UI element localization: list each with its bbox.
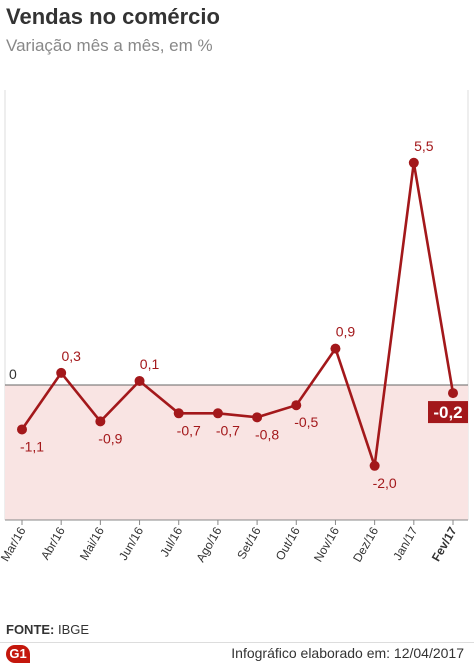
footer-divider	[0, 642, 474, 643]
x-tick-label: Set/16	[234, 524, 264, 561]
x-tick-label: Out/16	[273, 524, 303, 562]
g1-logo: G1	[6, 645, 30, 663]
source-line: FONTE: IBGE	[6, 622, 89, 637]
data-label: -2,0	[373, 475, 397, 491]
zero-tick-label: 0	[9, 366, 17, 382]
data-point	[95, 416, 106, 427]
x-tick-label: Jul/16	[157, 524, 185, 559]
series-line	[20, 162, 455, 467]
x-tick-label: Jun/16	[116, 524, 146, 562]
source-value: IBGE	[58, 622, 90, 637]
x-tick-label: Mai/16	[77, 524, 107, 562]
x-tick-label: Mar/16	[0, 524, 29, 564]
data-point	[369, 460, 380, 471]
data-label: -0,7	[216, 422, 240, 438]
data-label: -0,9	[98, 430, 122, 446]
data-point	[173, 408, 184, 419]
line-chart: 0 -1,1 Mar/16 0,3 Abr/16 -0,9 Mai/16 0,1 Jun/16 -…	[0, 90, 469, 564]
data-label: -0,2	[433, 403, 462, 422]
data-label: -0,7	[177, 422, 201, 438]
data-point	[212, 408, 223, 419]
data-point	[56, 367, 67, 378]
data-label: 5,5	[414, 138, 434, 154]
x-tick-label: Dez/16	[350, 524, 381, 564]
data-point	[330, 343, 341, 354]
data-label: -0,8	[255, 426, 279, 442]
x-tick-label: Ago/16	[193, 524, 224, 564]
data-point	[408, 157, 419, 168]
data-point	[291, 400, 302, 411]
highlight-label-box	[428, 401, 468, 424]
data-label: -0,5	[294, 414, 318, 430]
x-tick-label: Jan/17	[390, 524, 420, 562]
data-point	[448, 388, 458, 399]
data-point	[252, 412, 263, 423]
x-tick-label: Nov/16	[311, 524, 342, 564]
credit-text: Infográfico elaborado em: 12/04/2017	[231, 645, 464, 661]
data-point	[134, 375, 145, 386]
data-label: 0,9	[336, 324, 356, 340]
data-label: 0,3	[61, 348, 81, 364]
source-label: FONTE:	[6, 622, 55, 637]
x-tick-label: Fev/17	[429, 524, 460, 564]
data-label: -1,1	[20, 438, 44, 454]
chart-title: Vendas no comércio	[6, 4, 220, 29]
negative-region	[5, 385, 468, 520]
data-point	[17, 424, 27, 435]
chart-subtitle: Variação mês a mês, em %	[6, 36, 213, 55]
data-label: 0,1	[140, 356, 160, 372]
x-tick-label: Abr/16	[38, 524, 68, 562]
